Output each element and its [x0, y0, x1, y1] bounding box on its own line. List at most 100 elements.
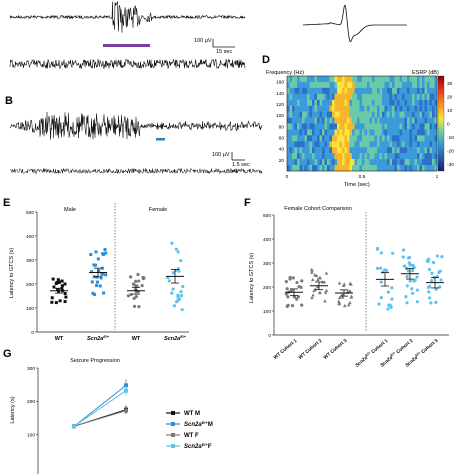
spectrogram-cell: [429, 135, 433, 142]
spectrogram-cell: [299, 111, 303, 118]
spectrogram-cell: [417, 141, 420, 148]
spectrogram-cell: [399, 105, 403, 112]
spectrogram-cell: [384, 99, 388, 106]
spectrogram-cell: [289, 123, 293, 130]
spectrogram-cell: [317, 135, 320, 142]
spectrogram-cell: [367, 117, 370, 124]
series-line: [73, 390, 127, 427]
spectrogram-cell: [419, 129, 423, 136]
data-point: [60, 284, 64, 288]
spectrogram-cell: [404, 111, 408, 118]
spectrogram-cell: [429, 141, 433, 148]
panel-b: B 100 µV 1.5 sec: [5, 95, 263, 175]
spectrogram-cell: [312, 129, 315, 136]
spectrogram-cell: [319, 135, 323, 142]
spectrogram-cell: [374, 129, 378, 136]
spectrogram-cell: [397, 105, 400, 112]
spectrogram-cell: [354, 105, 358, 112]
spectrogram-cell: [387, 129, 390, 136]
spectrogram-cell: [402, 165, 405, 172]
spectrogram-cell: [382, 87, 385, 95]
spectrogram-cell: [412, 81, 415, 89]
spectrogram-cell: [409, 87, 413, 95]
spectrogram-cell: [407, 123, 410, 130]
spectrogram-cell: [322, 153, 325, 160]
spectrogram-cell: [302, 76, 305, 83]
spectrogram-cell: [424, 87, 428, 95]
spectrogram-cell: [367, 147, 370, 154]
data-point: [290, 303, 295, 308]
data-point: [58, 299, 62, 303]
spectrogram-cell: [432, 159, 435, 166]
spectrogram-cell: [344, 129, 348, 136]
spectrogram-cell: [324, 123, 328, 130]
spectrogram-cell: [319, 129, 323, 136]
spectrogram-cell: [364, 93, 368, 100]
spectrogram-cell: [289, 99, 293, 106]
spectrogram-cell: [412, 111, 415, 118]
spectrogram-cell: [434, 129, 438, 136]
data-point: [284, 280, 288, 284]
spectrogram-cell: [327, 93, 330, 100]
spectrogram-cell: [349, 123, 353, 130]
spectrogram-cell: [384, 135, 388, 142]
spectrogram-cell: [377, 141, 380, 148]
spectrogram-cell: [327, 81, 330, 89]
spectrogram-cell: [289, 135, 293, 142]
spectrogram-cell: [427, 99, 430, 106]
y-tick-label: 300: [27, 366, 35, 372]
spectrogram-cell: [402, 123, 405, 130]
data-point: [100, 266, 104, 270]
spectrogram-cell: [352, 111, 355, 118]
data-point: [132, 296, 136, 300]
spectrogram-cell: [424, 135, 428, 142]
spectrogram-cell: [304, 129, 308, 136]
spectrogram-cell: [374, 111, 378, 118]
e-data-points: [50, 241, 185, 312]
legend-swatch-marker: [171, 411, 175, 415]
spectrogram-cell: [412, 123, 415, 130]
spectrogram-cell: [374, 81, 378, 89]
spectrogram-cell: [364, 111, 368, 118]
spectrogram-cell: [412, 153, 415, 160]
series-point: [124, 388, 128, 393]
spectrogram-cell: [332, 81, 335, 89]
spectrogram-cell: [347, 123, 350, 130]
spectrogram-cell: [332, 153, 335, 160]
spectrogram-cell: [387, 111, 390, 118]
spectrogram-cell: [289, 141, 293, 148]
data-point: [425, 259, 429, 263]
spectrogram-cell: [292, 105, 295, 112]
spectrogram-cell: [387, 76, 390, 83]
spectrogram-cell: [294, 159, 298, 166]
data-point: [134, 295, 138, 299]
spectrogram-cell: [334, 76, 338, 83]
spectrogram-cell: [389, 93, 393, 100]
f-category-label-sup: E/+: [365, 351, 372, 358]
spectrogram-cell: [399, 135, 403, 142]
spectrogram-cell: [417, 76, 420, 83]
data-point: [300, 303, 304, 307]
spectrogram-cell: [309, 111, 313, 118]
spectrogram-cell: [309, 141, 313, 148]
spectrogram-cell: [339, 147, 343, 154]
data-point: [346, 303, 351, 307]
spectrogram-cell: [389, 147, 393, 154]
spectrogram-cell: [302, 87, 305, 95]
spectrogram-cell: [364, 99, 368, 106]
colorbar-tick-label: -30: [447, 162, 454, 168]
data-point: [349, 282, 353, 286]
spectrogram-cell: [392, 81, 395, 89]
data-point: [102, 252, 106, 256]
spectrogram-cell: [379, 141, 383, 148]
spectrogram-cell: [302, 81, 305, 89]
spectrogram-cell: [292, 129, 295, 136]
spectrogram-cell: [324, 153, 328, 160]
spectrogram-cell: [297, 135, 300, 142]
spectrogram-cell: [332, 165, 335, 172]
spectrogram-cell: [304, 141, 308, 148]
spectrogram-cell: [302, 117, 305, 124]
spectrogram-cell: [414, 117, 418, 124]
spectrogram-cell: [332, 141, 335, 148]
g-series: [72, 379, 128, 429]
